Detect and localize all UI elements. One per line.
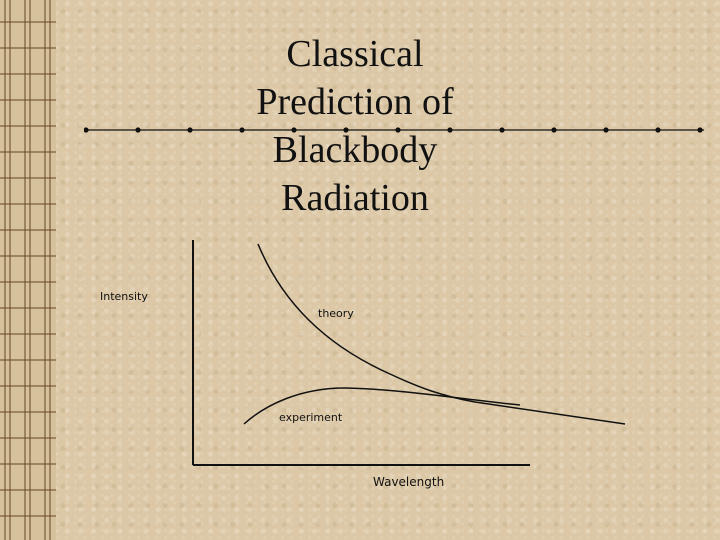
title-line-1: Classical xyxy=(286,33,424,75)
x-axis-label: Wavelength xyxy=(373,475,444,489)
theory-label: theory xyxy=(318,307,354,320)
experiment-curve xyxy=(243,387,521,425)
dotted-divider xyxy=(84,127,704,133)
title-line-3: Blackbody xyxy=(272,129,438,171)
title-line-4: Radiation xyxy=(281,177,429,219)
theory-curve xyxy=(257,243,626,425)
film-strip-border xyxy=(0,0,56,540)
title-line-2: Prediction of xyxy=(256,81,454,123)
experiment-label: experiment xyxy=(279,411,343,424)
y-axis-label: Intensity xyxy=(100,290,148,303)
slide-title: Classical Prediction of Blackbody Radiat… xyxy=(180,30,530,222)
